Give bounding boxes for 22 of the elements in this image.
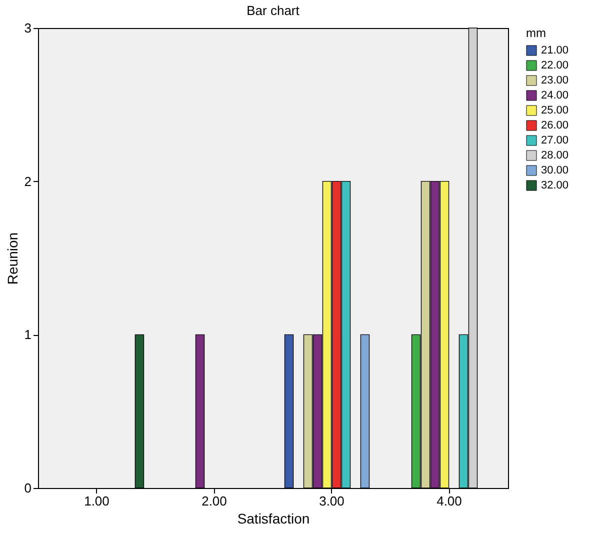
x-tick-label: 2.00 — [202, 494, 227, 508]
x-tick-label: 3.00 — [319, 494, 344, 508]
legend-label: 30.00 — [541, 164, 569, 176]
x-axis-title: Satisfaction — [237, 510, 310, 526]
y-tick-label: 2 — [24, 174, 32, 189]
legend-label: 27.00 — [541, 134, 569, 146]
chart-title: Bar chart — [246, 3, 300, 18]
legend-title: mm — [526, 26, 546, 40]
x-tick-label: 4.00 — [436, 494, 462, 508]
legend-label: 21.00 — [541, 44, 569, 56]
y-tick-label: 3 — [24, 20, 32, 36]
legend-label: 25.00 — [541, 104, 569, 116]
legend-label: 32.00 — [541, 180, 569, 192]
legend-label: 23.00 — [541, 74, 569, 86]
y-axis-title: Reunion — [4, 232, 20, 285]
y-tick-label: 0 — [24, 480, 32, 496]
x-tick-label: 1.00 — [84, 494, 110, 508]
legend-label: 26.00 — [541, 120, 569, 132]
y-tick-label: 1 — [24, 327, 32, 342]
legend-label: 24.00 — [541, 90, 569, 102]
legend-label: 28.00 — [541, 150, 569, 162]
legend-label: 22.00 — [541, 60, 569, 72]
